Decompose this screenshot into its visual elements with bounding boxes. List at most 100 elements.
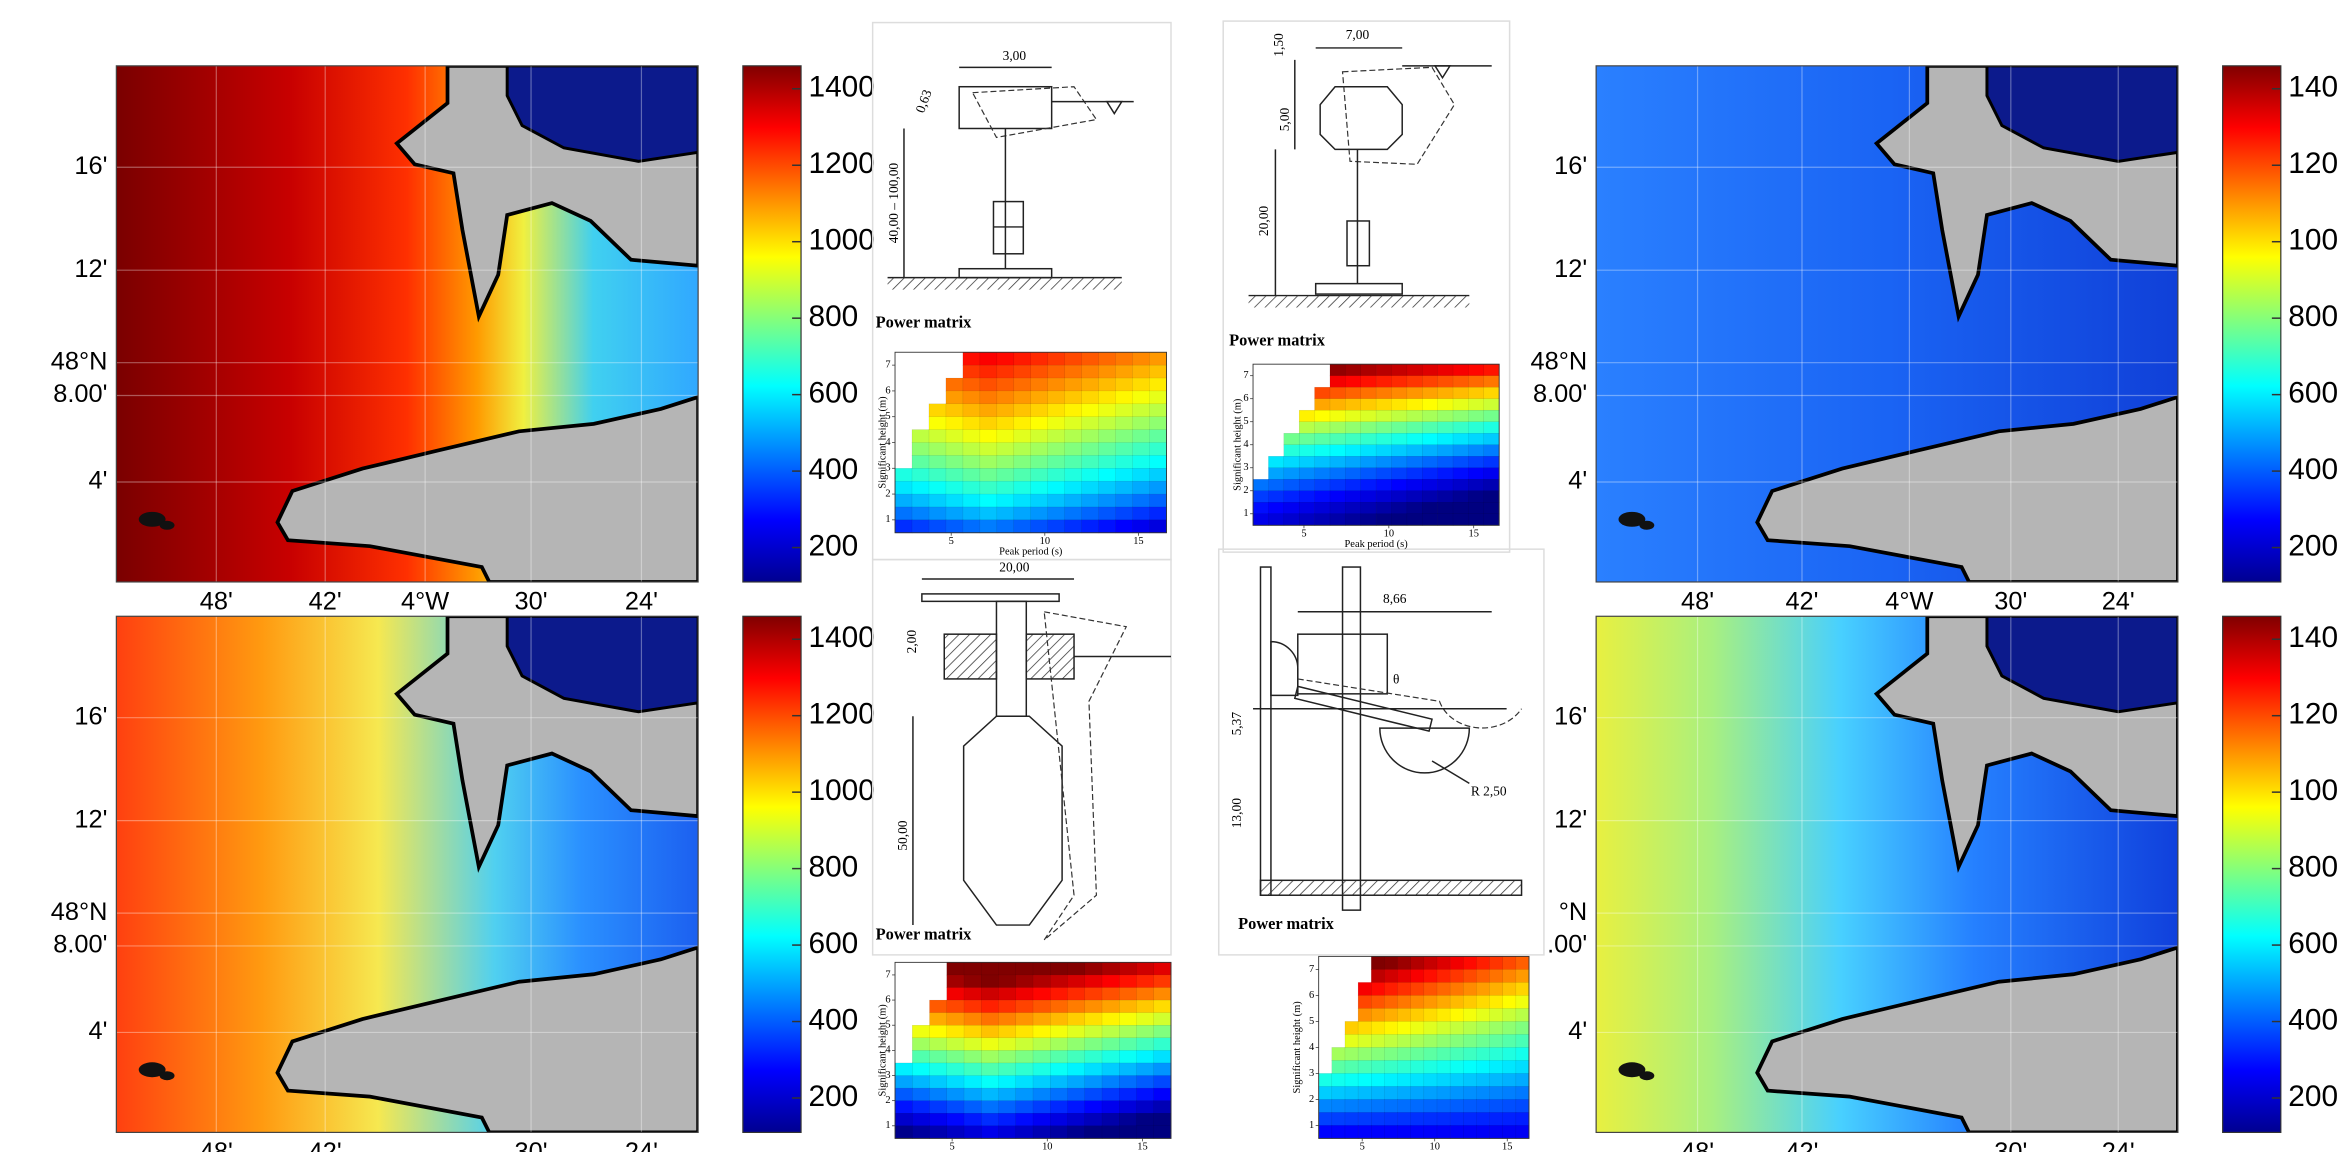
power-matrix-cell xyxy=(1033,1101,1051,1114)
power-matrix-cell xyxy=(1438,433,1454,445)
map-y-label: 4' xyxy=(88,1017,107,1045)
power-matrix-cell xyxy=(1516,982,1529,995)
power-matrix-cell xyxy=(1099,430,1116,443)
power-matrix-cell xyxy=(1116,481,1133,494)
power-matrix-cell xyxy=(912,1038,930,1051)
pm-y-tick-label: 3 xyxy=(1309,1068,1314,1079)
power-matrix-cell xyxy=(1422,376,1438,388)
power-matrix-cell xyxy=(1490,1125,1503,1138)
power-matrix-cell xyxy=(964,1050,982,1063)
power-matrix-cell xyxy=(1437,1099,1450,1112)
power-matrix-cell xyxy=(1516,1086,1529,1099)
power-matrix-cell xyxy=(963,455,980,468)
power-matrix-cell xyxy=(1484,433,1500,445)
power-matrix-cell xyxy=(930,1063,948,1076)
power-matrix-cell xyxy=(1490,1112,1503,1125)
power-matrix-cell xyxy=(1450,1021,1463,1034)
power-matrix-cell xyxy=(981,1025,999,1038)
power-matrix-cell xyxy=(1050,1088,1068,1101)
power-matrix-cell xyxy=(930,1126,948,1139)
power-matrix-cell xyxy=(1102,1126,1120,1139)
power-matrix-cell xyxy=(997,352,1014,365)
power-matrix-cell xyxy=(1463,956,1476,969)
power-matrix-cell xyxy=(947,1000,965,1013)
power-matrix-cell xyxy=(1330,456,1346,468)
power-matrix-cell xyxy=(1398,1008,1411,1021)
power-matrix-cell xyxy=(1016,1076,1034,1089)
power-matrix-cell xyxy=(895,468,912,481)
power-matrix-cell xyxy=(1031,494,1048,507)
power-matrix-cell xyxy=(1016,962,1034,975)
colorbar xyxy=(743,66,801,582)
power-matrix-cell xyxy=(1133,520,1150,533)
pm-y-tick-label: 1 xyxy=(1243,508,1248,519)
power-matrix-cell xyxy=(980,455,997,468)
power-matrix-cell xyxy=(1476,1047,1489,1060)
power-matrix-cell xyxy=(1468,376,1484,388)
power-matrix-cell xyxy=(1345,433,1361,445)
power-matrix-cell xyxy=(895,1076,913,1089)
power-matrix-cell xyxy=(963,391,980,404)
power-matrix-cell xyxy=(1133,365,1150,378)
power-matrix-cell xyxy=(1345,399,1361,411)
power-matrix-cell xyxy=(1438,387,1454,399)
power-matrix-cell xyxy=(1424,1073,1437,1086)
power-matrix-cell xyxy=(1315,456,1331,468)
power-matrix-cell xyxy=(1116,417,1133,430)
power-matrix-cell xyxy=(963,365,980,378)
power-matrix-cell xyxy=(1424,1060,1437,1073)
power-matrix-cell xyxy=(1503,1099,1516,1112)
power-matrix-cell xyxy=(1050,975,1068,988)
power-matrix-cell xyxy=(1085,1013,1103,1026)
power-matrix-cell xyxy=(1503,1021,1516,1034)
power-matrix-cell xyxy=(1437,1125,1450,1138)
colorbar-tick-label: 800 xyxy=(2288,300,2338,333)
dimension-label: 7,00 xyxy=(1346,27,1370,42)
power-matrix-cell xyxy=(1361,376,1377,388)
pm-y-tick-label: 7 xyxy=(885,360,890,371)
power-matrix-cell xyxy=(1476,1125,1489,1138)
pm-y-tick-label: 4 xyxy=(1243,439,1249,450)
power-matrix-cell xyxy=(1154,1063,1172,1076)
power-matrix-cell xyxy=(1116,455,1133,468)
power-matrix-cell xyxy=(1284,514,1300,526)
colorbar-tick-label: 1200 xyxy=(2288,147,2339,180)
power-matrix-cell xyxy=(1358,1112,1371,1125)
power-matrix-cell xyxy=(912,507,929,520)
power-matrix-cell xyxy=(1503,1060,1516,1073)
power-matrix-cell xyxy=(1016,1126,1034,1139)
power-matrix-cell xyxy=(1150,417,1167,430)
colorbar-tick-label: 600 xyxy=(2288,927,2338,960)
power-matrix-cell xyxy=(1048,494,1065,507)
power-matrix-cell xyxy=(930,1050,948,1063)
power-matrix-cell xyxy=(964,1000,982,1013)
power-matrix-cell xyxy=(1391,410,1407,422)
power-matrix-cell xyxy=(1468,502,1484,514)
power-matrix-cell xyxy=(1033,1050,1051,1063)
power-matrix-cell xyxy=(1099,378,1116,391)
map-area xyxy=(116,616,698,1132)
power-matrix-cell xyxy=(1033,1113,1051,1126)
power-matrix-cell xyxy=(980,352,997,365)
pm-y-tick-label: 2 xyxy=(885,1095,890,1106)
power-matrix-cell xyxy=(1384,1086,1397,1099)
power-matrix-cell xyxy=(1376,502,1392,514)
power-matrix-cell xyxy=(1411,1060,1424,1073)
power-matrix-cell xyxy=(1376,468,1392,480)
power-matrix-cell xyxy=(1490,969,1503,982)
colorbar-tick-label: 1000 xyxy=(809,774,875,807)
power-matrix-cell xyxy=(999,1013,1017,1026)
power-matrix-cell xyxy=(1345,1047,1358,1060)
pm-x-tick-label: 10 xyxy=(1042,1142,1052,1152)
power-matrix-cell xyxy=(1014,468,1031,481)
power-matrix-cell xyxy=(1503,1008,1516,1021)
map-x-label: 30' xyxy=(515,588,548,616)
power-matrix-cell xyxy=(1133,494,1150,507)
power-matrix-cell xyxy=(1048,455,1065,468)
dimension-label: 2,00 xyxy=(904,630,919,654)
power-matrix-cell xyxy=(997,365,1014,378)
pm-x-tick-label: 10 xyxy=(1040,536,1050,547)
power-matrix-cell xyxy=(1133,455,1150,468)
power-matrix-cell xyxy=(1376,433,1392,445)
line-art xyxy=(944,634,996,679)
